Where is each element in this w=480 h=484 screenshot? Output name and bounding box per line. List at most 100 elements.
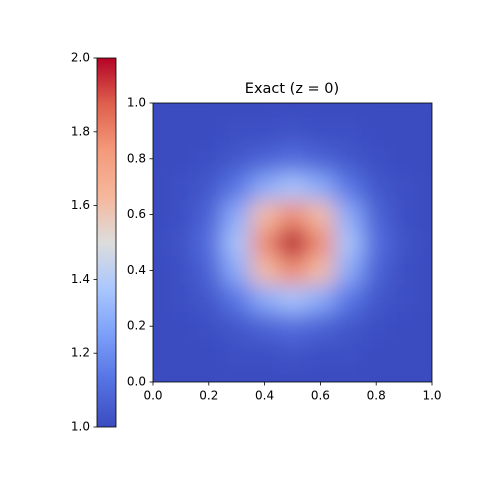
heat-cell <box>362 116 391 146</box>
heat-cell <box>194 312 224 341</box>
heat-cell <box>166 116 196 146</box>
heat-cell <box>194 368 224 382</box>
heat-cell <box>418 228 432 257</box>
heat-cell <box>278 340 307 369</box>
heat-cell <box>334 144 363 174</box>
heat-cell <box>194 172 224 202</box>
x-tick-label: 0.8 <box>367 389 386 403</box>
heat-cell <box>390 368 419 382</box>
heat-cell <box>278 144 307 174</box>
heat-cell <box>306 284 335 313</box>
colorbar-tick-label: 1.6 <box>71 198 90 212</box>
heat-cell <box>222 116 252 146</box>
heat-cell <box>153 368 168 382</box>
heat-cell <box>278 228 307 257</box>
heat-cell <box>362 144 391 174</box>
heat-cell <box>334 256 363 285</box>
heat-cell <box>222 200 252 230</box>
heat-cell <box>250 144 280 174</box>
heat-cell <box>222 340 252 369</box>
heat-cell <box>334 340 363 369</box>
heat-cell <box>250 103 280 118</box>
heat-cell <box>153 103 168 118</box>
heat-cell <box>153 200 168 230</box>
colorbar-tick-label: 1.0 <box>71 420 90 434</box>
colorbar <box>96 57 117 428</box>
heat-cell <box>334 228 363 257</box>
heat-cell <box>250 172 280 202</box>
colorbar-tick-label: 1.4 <box>71 272 90 286</box>
heat-cell <box>166 200 196 230</box>
heat-cell <box>278 368 307 382</box>
heat-cell <box>306 144 335 174</box>
heat-cell <box>250 228 280 257</box>
y-tick-label: 0.4 <box>127 263 146 277</box>
heat-cell <box>222 103 252 118</box>
heat-cell <box>194 340 224 369</box>
heat-cell <box>250 340 280 369</box>
heat-cell <box>418 144 432 174</box>
heat-cell <box>166 256 196 285</box>
heat-cell <box>418 312 432 341</box>
x-tick-label: 0.0 <box>143 389 162 403</box>
heat-cell <box>222 312 252 341</box>
heat-cell <box>153 116 168 146</box>
heat-cell <box>306 368 335 382</box>
heat-cell <box>362 228 391 257</box>
heat-cell <box>362 368 391 382</box>
heat-cell <box>418 256 432 285</box>
heat-cell <box>153 340 168 369</box>
heat-cell <box>362 103 391 118</box>
heat-cell <box>250 312 280 341</box>
x-tick-label: 0.4 <box>255 389 274 403</box>
y-tick-label: 0.2 <box>127 319 146 333</box>
heat-cell <box>306 312 335 341</box>
heat-cell <box>222 368 252 382</box>
heat-cell <box>166 368 196 382</box>
heat-cell <box>418 200 432 230</box>
heat-cell <box>306 228 335 257</box>
heat-cell <box>153 256 168 285</box>
colorbar-tick-label: 1.2 <box>71 346 90 360</box>
heat-cell <box>390 284 419 313</box>
heat-cell <box>278 312 307 341</box>
heat-cell <box>390 116 419 146</box>
heat-cell <box>418 368 432 382</box>
heat-cell <box>153 284 168 313</box>
heat-cell <box>194 284 224 313</box>
heat-cell <box>278 200 307 230</box>
heat-cell <box>334 284 363 313</box>
x-tick-label: 0.2 <box>199 389 218 403</box>
axes-frame <box>152 102 433 383</box>
heat-cell <box>306 340 335 369</box>
heat-cell <box>390 256 419 285</box>
heat-cell <box>278 103 307 118</box>
heat-cell <box>166 172 196 202</box>
heat-cell <box>418 172 432 202</box>
heat-cell <box>362 312 391 341</box>
heat-cell <box>334 116 363 146</box>
heat-cell <box>250 284 280 313</box>
heatmap-clip <box>153 103 432 382</box>
heat-cell <box>418 340 432 369</box>
heat-cell <box>306 256 335 285</box>
heat-cell <box>194 116 224 146</box>
y-tick-label: 0.8 <box>127 151 146 165</box>
heat-cell <box>222 228 252 257</box>
chart-title: Exact (z = 0) <box>245 81 339 97</box>
heat-cell <box>418 103 432 118</box>
heat-cell <box>222 256 252 285</box>
heat-cell <box>153 144 168 174</box>
heat-cell <box>250 200 280 230</box>
heat-cell <box>306 172 335 202</box>
heat-cell <box>153 228 168 257</box>
heat-cell <box>153 312 168 341</box>
heat-cell <box>222 144 252 174</box>
heat-cell <box>278 172 307 202</box>
x-tick-label: 0.6 <box>311 389 330 403</box>
heat-cell <box>250 256 280 285</box>
heat-cell <box>166 340 196 369</box>
heat-cell <box>278 256 307 285</box>
heat-cell <box>194 256 224 285</box>
